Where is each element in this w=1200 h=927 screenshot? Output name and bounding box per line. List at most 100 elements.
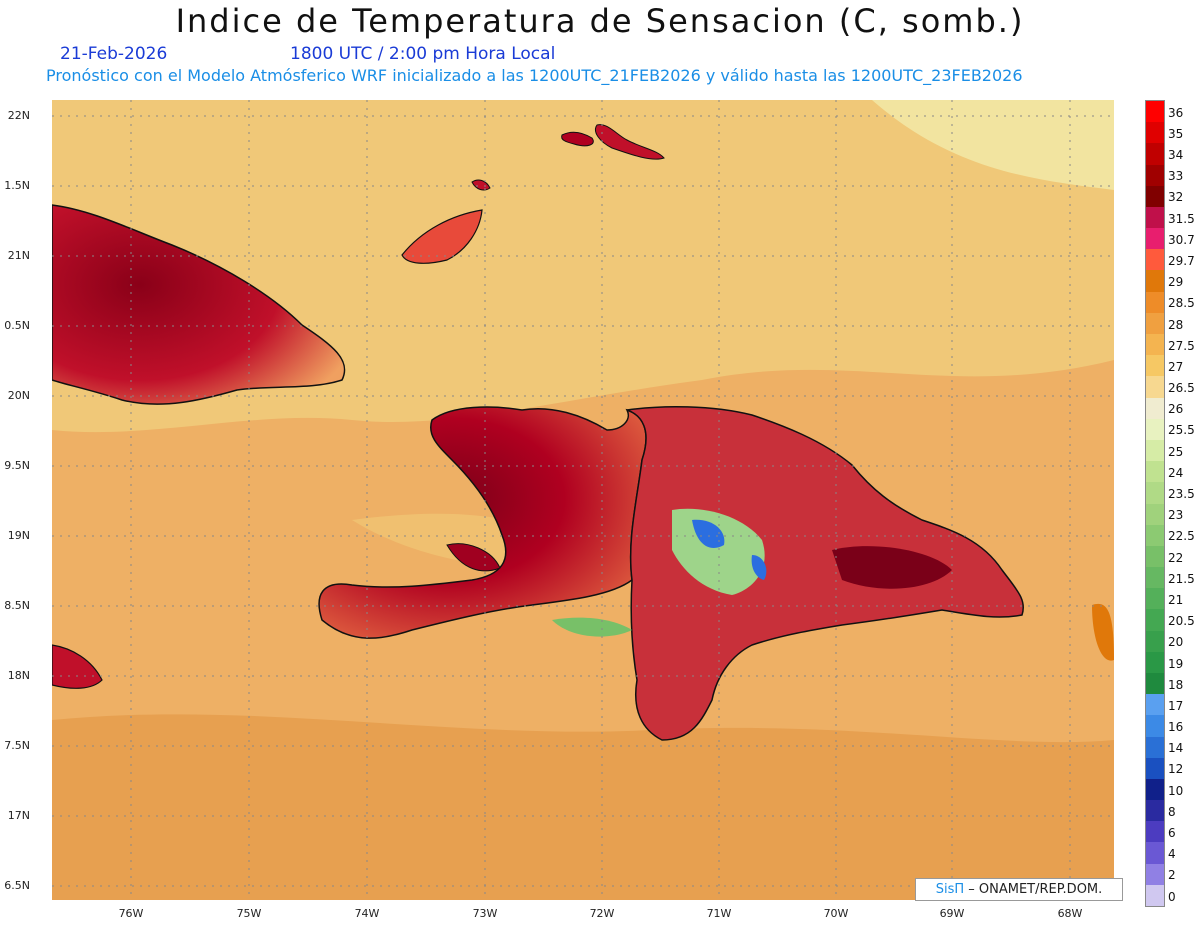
little-inagua — [471, 179, 491, 191]
colorbar-label: 25.5 — [1168, 423, 1195, 438]
colorbar-swatch — [1146, 545, 1164, 568]
colorbar-swatch — [1146, 228, 1164, 250]
colorbar-swatch — [1146, 694, 1164, 716]
colorbar-label: 18 — [1168, 677, 1184, 692]
colorbar-label: 28.5 — [1168, 296, 1195, 311]
colorbar-label: 32 — [1168, 190, 1184, 205]
colorbar-label: 26.5 — [1168, 381, 1195, 396]
colorbar-swatch — [1146, 524, 1164, 547]
colorbar-label: 12 — [1168, 762, 1184, 777]
colorbar-swatch — [1146, 143, 1164, 166]
colorbar — [1145, 100, 1165, 907]
colorbar-swatch — [1146, 270, 1164, 293]
lat-label: 9.5N — [4, 459, 30, 472]
credit-brand: SisΠ — [935, 882, 965, 897]
lon-label: 70W — [823, 907, 849, 920]
forecast-time: 1800 UTC / 2:00 pm Hora Local — [290, 44, 556, 64]
colorbar-label: 8 — [1168, 804, 1176, 819]
colorbar-label: 21.5 — [1168, 571, 1195, 586]
lon-label: 72W — [589, 907, 615, 920]
colorbar-swatch — [1146, 884, 1164, 907]
colorbar-label: 17 — [1168, 698, 1184, 713]
colorbar-label: 27.5 — [1168, 338, 1195, 353]
colorbar-swatch — [1146, 567, 1164, 589]
lon-label: 76W — [118, 907, 144, 920]
colorbar-label: 31.5 — [1168, 211, 1195, 226]
map-canvas — [52, 100, 1114, 900]
lat-label: 7.5N — [4, 739, 30, 752]
colorbar-swatch — [1146, 821, 1164, 843]
colorbar-label: 27 — [1168, 359, 1184, 374]
colorbar-label: 28 — [1168, 317, 1184, 332]
colorbar-label: 14 — [1168, 741, 1184, 756]
chart-title: Indice de Temperatura de Sensacion (C, s… — [175, 2, 1025, 40]
colorbar-swatch — [1146, 588, 1164, 610]
lon-label: 75W — [236, 907, 262, 920]
colorbar-swatch — [1146, 863, 1164, 886]
colorbar-swatch — [1146, 842, 1164, 865]
colorbar-label: 4 — [1168, 847, 1176, 862]
colorbar-swatch — [1146, 185, 1164, 208]
colorbar-swatch — [1146, 164, 1164, 187]
haiti — [318, 406, 647, 639]
colorbar-label: 24 — [1168, 465, 1184, 480]
cool-zone-peaks — [692, 519, 725, 549]
lat-label: 21N — [7, 249, 30, 262]
lon-label: 71W — [706, 907, 732, 920]
lon-label: 74W — [354, 907, 380, 920]
cool-zone-valle — [751, 555, 767, 580]
colorbar-label: 20.5 — [1168, 614, 1195, 629]
colorbar-swatch — [1146, 736, 1164, 759]
colorbar-label: 36 — [1168, 105, 1184, 120]
colorbar-label: 23 — [1168, 508, 1184, 523]
colorbar-swatch — [1146, 672, 1164, 695]
lat-label: 19N — [7, 529, 30, 542]
colorbar-swatch — [1146, 757, 1164, 780]
colorbar-label: 34 — [1168, 148, 1184, 163]
colorbar-label: 2 — [1168, 868, 1176, 883]
lat-label: 1.5N — [4, 179, 30, 192]
colorbar-swatch — [1146, 376, 1164, 399]
colorbar-label: 23.5 — [1168, 487, 1195, 502]
ocean-south — [52, 714, 1114, 900]
forecast-date: 21-Feb-2026 — [60, 44, 168, 64]
colorbar-swatch — [1146, 461, 1164, 483]
colorbar-swatch — [1146, 101, 1164, 123]
colorbar-label: 29 — [1168, 275, 1184, 290]
colorbar-swatch — [1146, 482, 1164, 504]
lat-label: 6.5N — [4, 879, 30, 892]
caicos-west — [561, 131, 594, 147]
colorbar-label: 30.7 — [1168, 232, 1195, 247]
colorbar-label: 33 — [1168, 169, 1184, 184]
colorbar-label: 10 — [1168, 783, 1184, 798]
colorbar-swatch — [1146, 397, 1164, 420]
ocean-northeast — [872, 100, 1114, 190]
colorbar-swatch — [1146, 778, 1164, 801]
lon-label: 73W — [472, 907, 498, 920]
lat-label: 8.5N — [4, 599, 30, 612]
graticule — [52, 100, 1114, 900]
great-inagua — [401, 209, 483, 264]
colorbar-swatch — [1146, 800, 1164, 822]
colorbar-swatch — [1146, 355, 1164, 377]
colorbar-swatch — [1146, 334, 1164, 356]
colorbar-label: 22.5 — [1168, 529, 1195, 544]
cuba — [52, 204, 346, 405]
lat-label: 22N — [7, 109, 30, 122]
colorbar-label: 25 — [1168, 444, 1184, 459]
colorbar-label: 19 — [1168, 656, 1184, 671]
haiti-cool-zone — [552, 617, 632, 637]
lat-label: 0.5N — [4, 319, 30, 332]
colorbar-label: 22 — [1168, 550, 1184, 565]
colorbar-swatch — [1146, 418, 1164, 441]
colorbar-swatch — [1146, 291, 1164, 314]
puerto-rico-edge — [1092, 603, 1114, 661]
lat-label: 20N — [7, 389, 30, 402]
colorbar-swatch — [1146, 312, 1164, 335]
colorbar-label: 6 — [1168, 825, 1176, 840]
east-hot-zone — [832, 546, 952, 589]
colorbar-swatch — [1146, 122, 1164, 144]
colorbar-label: 35 — [1168, 126, 1184, 141]
colorbar-label: 21 — [1168, 592, 1184, 607]
colorbar-label: 20 — [1168, 635, 1184, 650]
